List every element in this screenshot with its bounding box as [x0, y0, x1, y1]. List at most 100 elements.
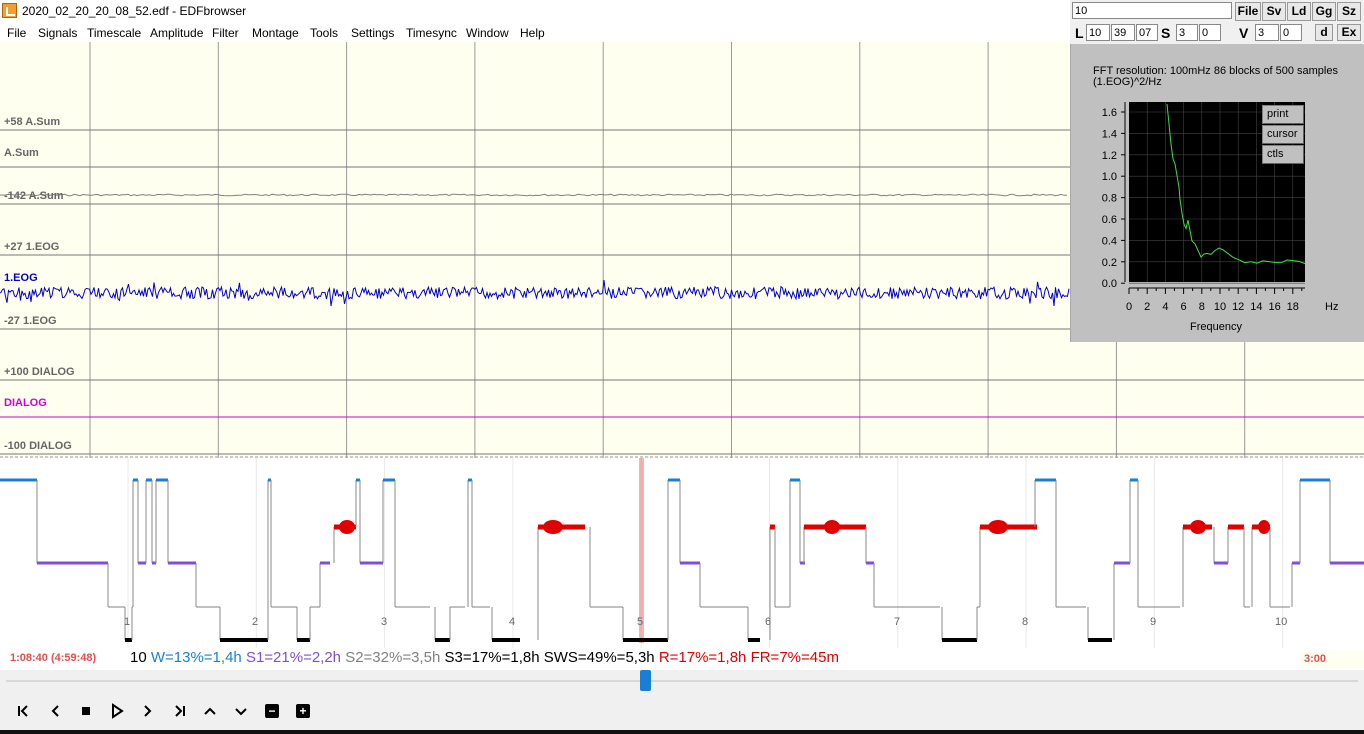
- search-input[interactable]: [1072, 2, 1232, 19]
- l-field-hours[interactable]: [1086, 24, 1110, 41]
- l-field-minutes[interactable]: [1111, 24, 1135, 41]
- fft-x-tick-label: 18: [1287, 301, 1299, 313]
- eog-trace: [0, 279, 1070, 307]
- rem-burst: [339, 520, 355, 534]
- hour-label: 10: [1275, 616, 1288, 628]
- save-button[interactable]: Sv: [1262, 2, 1286, 21]
- scroll-thumb[interactable]: [640, 670, 651, 691]
- load-button[interactable]: Ld: [1287, 2, 1311, 21]
- menu-help[interactable]: Help: [520, 26, 545, 40]
- skip-back-icon[interactable]: [13, 701, 35, 721]
- asum-name-label[interactable]: A.Sum: [4, 147, 39, 159]
- taskbar-edge: [0, 730, 1364, 734]
- stop-icon[interactable]: [75, 701, 97, 721]
- zoom-out-icon[interactable]: −: [265, 704, 279, 718]
- menu-amplitude[interactable]: Amplitude: [150, 26, 204, 40]
- sleep-stats: 10 W=13%=1,4h S1=21%=2,2h S2=32%=3,5h S3…: [130, 649, 839, 666]
- export-button[interactable]: Ex: [1337, 24, 1361, 41]
- stats-rem: R=17%=1,8h: [658, 649, 747, 666]
- fft-y-tick-label: 0.2: [1102, 257, 1117, 269]
- menu-timesync[interactable]: Timesync: [406, 26, 457, 40]
- rem-burst: [988, 520, 1008, 534]
- scroll-track[interactable]: [6, 680, 1358, 682]
- app-icon: [2, 3, 17, 18]
- hour-label: 8: [1022, 616, 1029, 628]
- fft-panel: FFT resolution: 100mHz 86 blocks of 500 …: [1070, 44, 1364, 342]
- s-field-1[interactable]: [1176, 24, 1198, 41]
- asum-trace: [0, 193, 1067, 197]
- fft-cursor-button[interactable]: cursor: [1262, 125, 1304, 144]
- fft-x-tick-label: 0: [1126, 301, 1132, 313]
- gg-button[interactable]: Gg: [1312, 2, 1336, 21]
- dialog-name-label[interactable]: DIALOG: [4, 397, 47, 409]
- hour-label: 7: [894, 616, 901, 628]
- fft-x-tick-label: 8: [1199, 301, 1205, 313]
- fft-ctls-button[interactable]: ctls: [1262, 145, 1304, 164]
- chevron-down-icon[interactable]: [230, 701, 252, 721]
- hypnogram-plot: [0, 458, 1364, 648]
- stats-s3: S3=17%=1,8h: [444, 649, 540, 666]
- hour-label: 2: [252, 616, 259, 628]
- prev-icon[interactable]: [44, 701, 66, 721]
- hour-label: 4: [509, 616, 516, 628]
- l-field-seconds[interactable]: [1136, 24, 1158, 41]
- hypnogram[interactable]: 1 2 3 4 5 6 7 8 9 10 1:08:40 (4:59:48) 1…: [0, 458, 1364, 670]
- fft-y-tick-label: 1.0: [1102, 171, 1117, 183]
- chevron-up-icon[interactable]: [199, 701, 221, 721]
- s-field-2[interactable]: [1199, 24, 1221, 41]
- d-button[interactable]: d: [1315, 24, 1333, 41]
- fft-resolution: FFT resolution: 100mHz 86 blocks of 500 …: [1093, 65, 1338, 77]
- next-icon[interactable]: [137, 701, 159, 721]
- menu-signals[interactable]: Signals: [38, 26, 78, 40]
- fft-y-tick-label: 0.0: [1102, 278, 1117, 290]
- menu-montage[interactable]: Montage: [252, 26, 299, 40]
- menu-file[interactable]: File: [7, 26, 27, 40]
- fft-y-tick-label: 0.4: [1102, 235, 1117, 247]
- skip-forward-icon[interactable]: [168, 701, 190, 721]
- eog-bottom-label: -27 1.EOG: [4, 315, 57, 327]
- fft-y-tick-label: 0.8: [1102, 193, 1117, 205]
- hour-label: 5: [637, 616, 644, 628]
- asum-bottom-label: -142 A.Sum: [4, 190, 64, 202]
- window-title: 2020_02_20_20_08_52.edf - EDFbrowser: [22, 4, 247, 18]
- navigation-toolbar: − +: [0, 692, 1364, 730]
- v-field-1[interactable]: [1255, 24, 1279, 41]
- stats-s1: S1=21%=2,2h: [245, 649, 342, 666]
- fft-y-tick-label: 1.2: [1102, 150, 1117, 162]
- window-duration: 3:00: [1300, 651, 1364, 668]
- stats-count: 10: [130, 649, 147, 666]
- sz-button[interactable]: Sz: [1337, 2, 1361, 21]
- fft-x-tick-label: 2: [1144, 301, 1150, 313]
- dialog-top-label: +100 DIALOG: [4, 366, 75, 378]
- fft-x-tick-label: 10: [1214, 301, 1226, 313]
- fft-x-unit: Hz: [1325, 301, 1338, 313]
- hour-label: 6: [765, 616, 772, 628]
- menu-settings[interactable]: Settings: [351, 26, 395, 40]
- rem-burst: [1258, 520, 1270, 534]
- cursor-band: [639, 458, 644, 643]
- fft-print-button[interactable]: print: [1262, 105, 1304, 124]
- file-button[interactable]: File: [1235, 2, 1261, 21]
- play-icon[interactable]: [106, 701, 128, 721]
- fft-y-tick-label: 1.6: [1102, 107, 1117, 119]
- stats-fr: FR=7%=45m: [750, 649, 839, 666]
- menu-filter[interactable]: Filter: [212, 26, 239, 40]
- cursor-time: 1:08:40 (4:59:48): [10, 652, 97, 664]
- stats-s2: S2=32%=3,5h: [345, 649, 441, 666]
- time-scrollbar[interactable]: [0, 670, 1364, 692]
- v-label: V: [1239, 25, 1249, 41]
- control-panel: File Sv Ld Gg Sz L S V d Ex: [1070, 0, 1364, 44]
- menu-tools[interactable]: Tools: [310, 26, 339, 40]
- menu-timescale[interactable]: Timescale: [87, 26, 142, 40]
- menu-window[interactable]: Window: [466, 26, 509, 40]
- stats-sws: SWS=49%=5,3h: [543, 649, 655, 666]
- eog-top-label: +27 1.EOG: [4, 241, 60, 253]
- rem-burst: [1190, 520, 1206, 534]
- fft-spectrum-line: [1166, 103, 1306, 265]
- fft-x-tick-label: 4: [1162, 301, 1168, 313]
- v-field-2[interactable]: [1280, 24, 1302, 41]
- eog-name-label[interactable]: 1.EOG: [4, 272, 38, 284]
- zoom-in-icon[interactable]: +: [296, 704, 310, 718]
- hour-label: 9: [1150, 616, 1157, 628]
